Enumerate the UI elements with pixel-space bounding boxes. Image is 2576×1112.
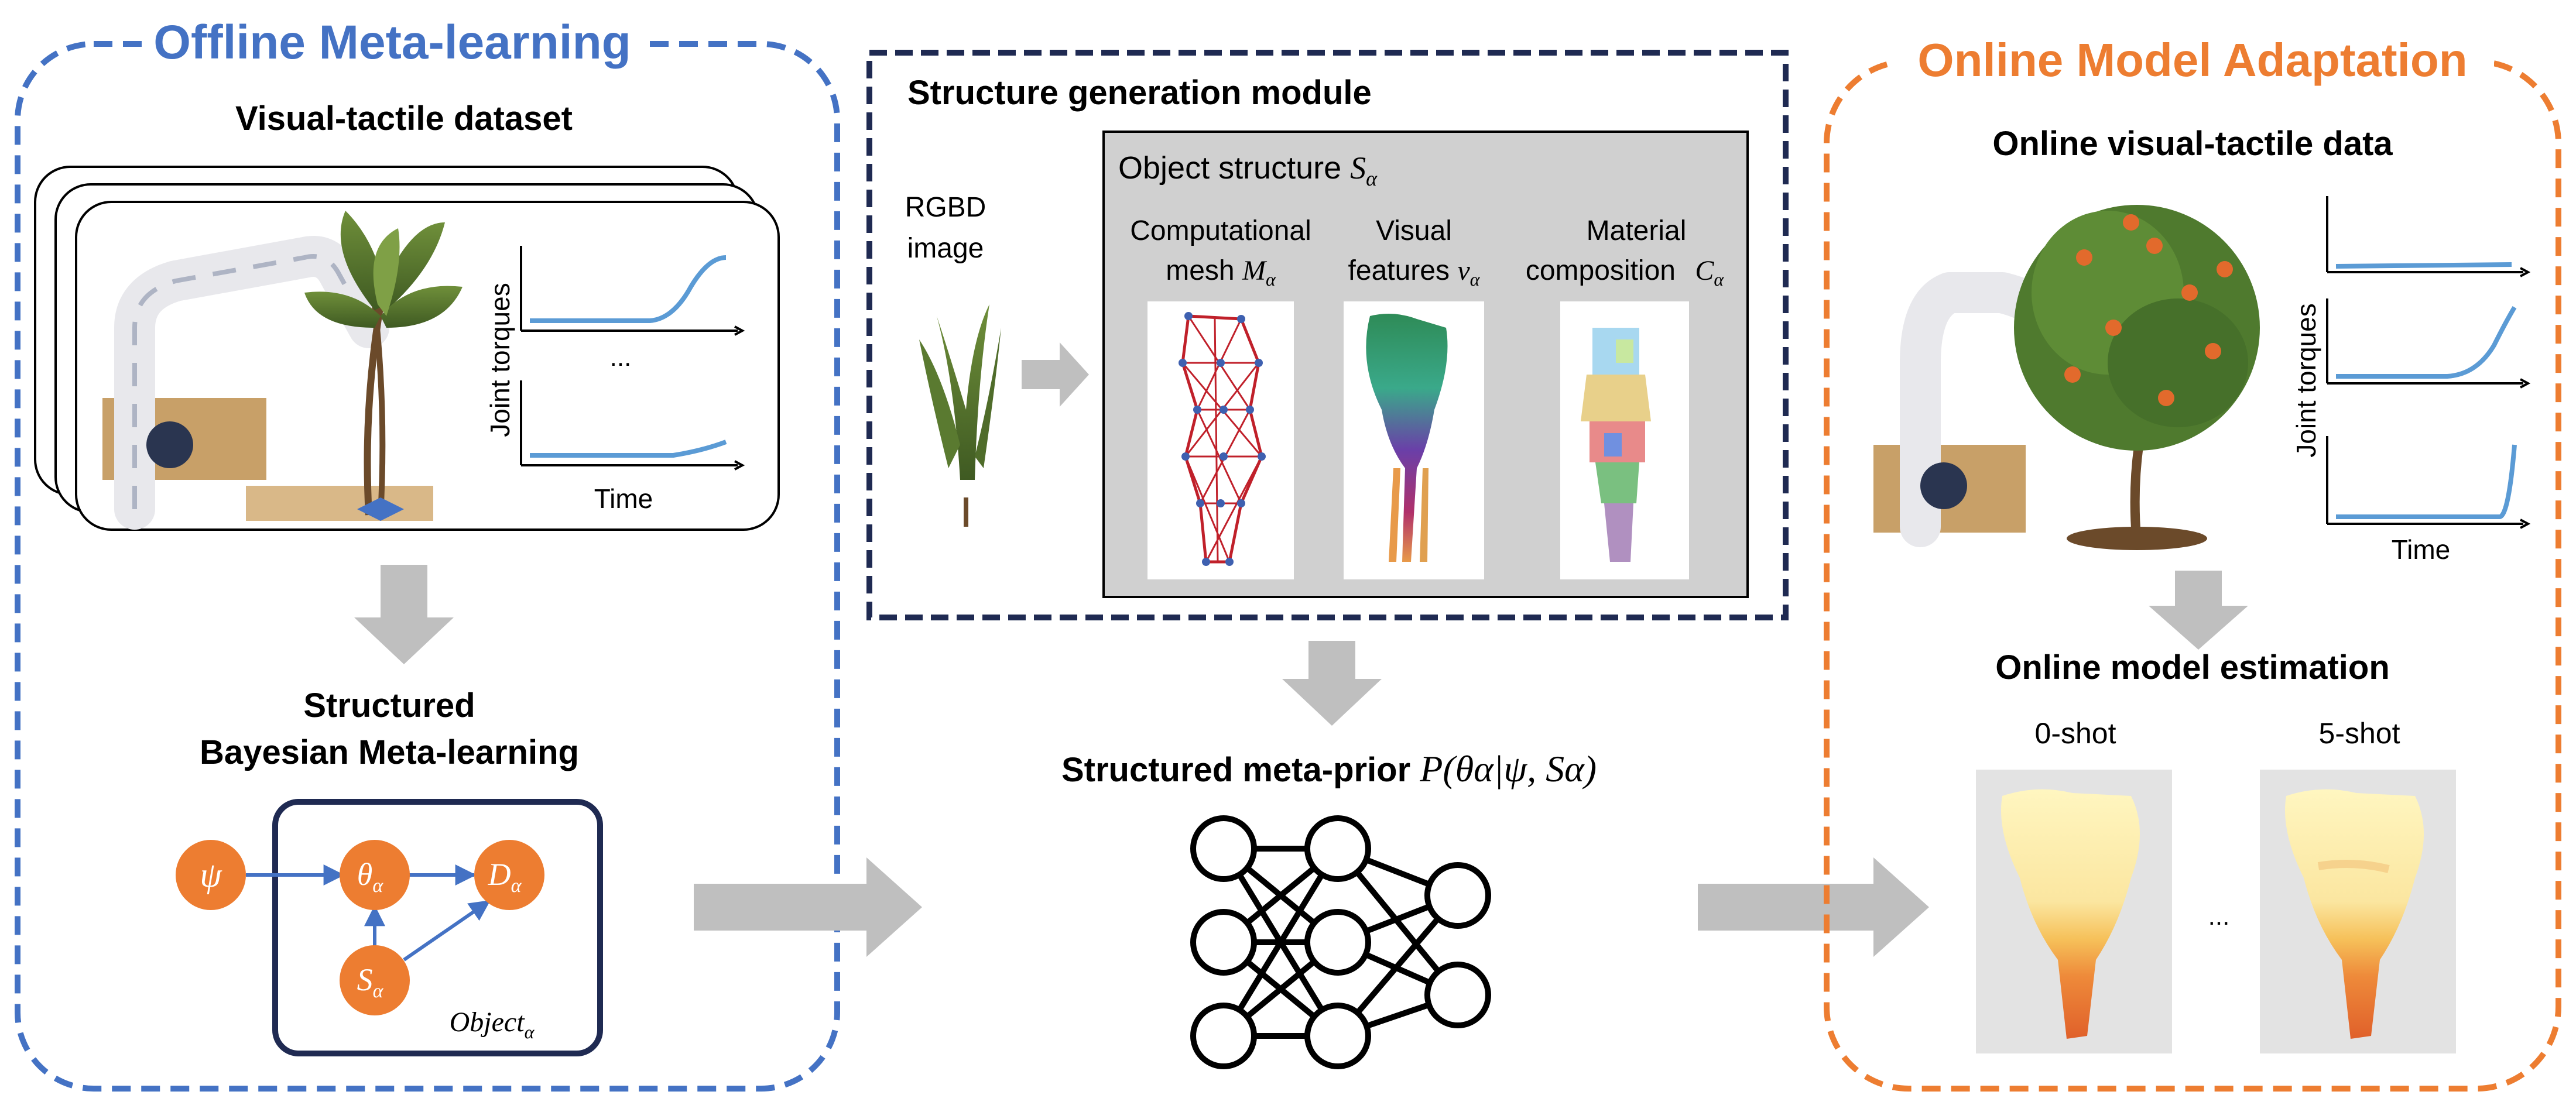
node-s: Sα [340, 945, 410, 1015]
svg-text:ψ: ψ [200, 856, 222, 894]
object-plate [272, 799, 603, 1056]
dataset-plot-ylabel: Joint torques [485, 283, 515, 437]
method-title-line1: Structured [303, 687, 475, 725]
rgbd-label-line1: RGBD [905, 192, 986, 223]
arrow-offline-to-prior [694, 857, 922, 957]
estimation-0shot-image [1976, 770, 2172, 1053]
online-torque-plot-1 [2326, 196, 2531, 277]
features-label-line1: Visual [1376, 215, 1452, 246]
dataset-plot-xlabel: Time [594, 483, 653, 514]
online-down-arrow [2149, 571, 2248, 650]
online-plot-xlabel: Time [2392, 534, 2451, 565]
object-structure-title: Object structure Sα [1118, 150, 1378, 190]
online-panel-title: Online Model Adaptation [1917, 34, 2467, 86]
online-torque-plot-2 [2326, 298, 2531, 389]
robot-tree-image [1873, 205, 2260, 550]
material-label-line2: composition Cα [1526, 255, 1724, 290]
svg-text:Sα: Sα [357, 962, 384, 1002]
shot0-label: 0-shot [2035, 717, 2116, 750]
method-title-line2: Bayesian Meta-learning [200, 733, 579, 771]
structure-module: Structure generation module RGBD image O… [866, 50, 1789, 620]
structure-module-border [866, 50, 1789, 620]
node-psi: ψ [176, 840, 246, 910]
structure-module-title: Structure generation module [907, 74, 1372, 112]
online-panel-border [1824, 59, 2561, 1092]
features-label-line2: features vα [1348, 255, 1481, 290]
offline-panel: Offline Meta-learning Visual-tactile dat… [15, 12, 840, 1092]
offline-down-arrow [354, 565, 454, 664]
shot5-label: 5-shot [2319, 717, 2400, 750]
estimation-ellipsis: ... [2208, 902, 2230, 931]
dataset-torque-plot-1 [520, 246, 745, 336]
estimation-title: Online model estimation [1995, 648, 2390, 687]
node-d: Dα [474, 840, 544, 910]
offline-panel-title: Offline Meta-learning [153, 16, 631, 69]
mesh-label-line1: Computational [1130, 215, 1311, 246]
material-label-line1: Material [1587, 215, 1687, 246]
estimation-5shot-image [2260, 770, 2456, 1053]
svg-text:Dα: Dα [488, 857, 522, 897]
structure-down-arrow [1282, 641, 1382, 726]
mesh-label-line2: mesh Mα [1166, 255, 1276, 290]
rgbd-plant-image [919, 304, 1001, 527]
visual-features-image [1344, 301, 1484, 579]
online-plot-ylabel: Joint torques [2291, 303, 2321, 457]
rgbd-to-structure-arrow [1022, 342, 1089, 407]
dataset-torque-plot-2 [520, 380, 745, 471]
dataset-plot-ellipsis: ... [610, 343, 632, 372]
online-data-title: Online visual-tactile data [1992, 125, 2393, 163]
online-torque-plot-3 [2326, 436, 2531, 529]
neural-network-icon [1190, 815, 1491, 1069]
computational-mesh-image [1147, 301, 1294, 579]
svg-text:θα: θα [357, 857, 384, 897]
offline-title-bg [143, 12, 641, 79]
node-theta: θα [340, 840, 410, 910]
robot-plant-image [102, 211, 463, 530]
plate-label: Objectα [450, 1007, 535, 1042]
material-composition-image [1560, 301, 1689, 579]
arrow-prior-to-online [1698, 857, 1929, 957]
rgbd-label-line2: image [907, 233, 984, 264]
online-title-bg [1891, 26, 2494, 97]
dataset-title: Visual-tactile dataset [235, 99, 573, 138]
meta-prior-label: Structured meta-prior P(θα|ψ, Sα) [1061, 748, 1597, 790]
online-panel: Online Model Adaptation Online visual-ta… [1824, 26, 2561, 1092]
edge-s-d [403, 900, 491, 962]
